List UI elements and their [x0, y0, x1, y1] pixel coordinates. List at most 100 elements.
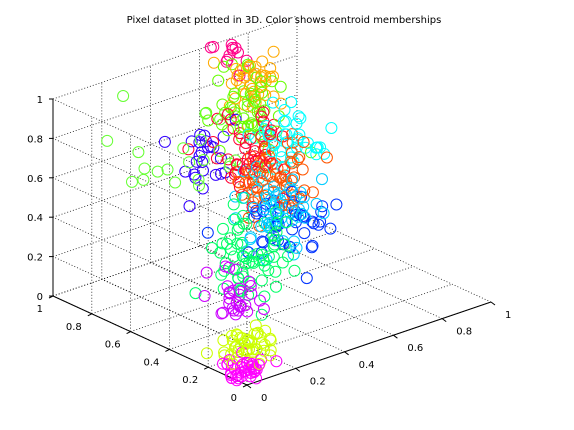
floor-grid-line [169, 266, 414, 350]
data-point [240, 217, 253, 230]
data-point [233, 127, 246, 140]
x-tick-mark [344, 351, 349, 356]
data-point [267, 96, 279, 109]
wall-grid-line [52, 173, 298, 257]
data-point [260, 219, 273, 232]
data-point [207, 40, 220, 53]
data-point [306, 186, 319, 199]
data-point [298, 227, 311, 240]
data-point [293, 151, 306, 164]
data-point [297, 210, 310, 222]
data-point [259, 89, 272, 101]
data-point [300, 272, 313, 285]
data-point [277, 115, 290, 128]
data-point [254, 294, 266, 307]
data-point [209, 168, 222, 181]
data-point [230, 328, 243, 341]
data-point [207, 56, 220, 69]
x-tick-label: 0 [261, 393, 267, 404]
data-point [236, 266, 249, 279]
data-point [307, 217, 320, 230]
data-point [255, 274, 268, 287]
data-point [249, 93, 262, 106]
data-point [282, 250, 294, 263]
data-point [267, 185, 280, 198]
y-tick-mark [242, 384, 248, 388]
data-point [270, 355, 283, 368]
data-point [227, 284, 240, 297]
ticks-layer: 00.20.40.60.8100.20.40.60.8100.20.40.60.… [27, 95, 511, 404]
data-point [286, 214, 299, 227]
data-point [267, 90, 280, 103]
data-point [207, 136, 220, 148]
data-point [229, 190, 242, 203]
data-point [255, 220, 268, 233]
data-point [227, 198, 240, 211]
floor-grid-line [91, 230, 336, 315]
data-point [292, 110, 305, 123]
data-point [324, 222, 337, 235]
data-point [296, 163, 309, 176]
data-point [258, 290, 271, 303]
data-point [299, 211, 312, 224]
data-point [270, 226, 283, 239]
y-tick-mark [203, 366, 209, 370]
data-point [267, 250, 280, 263]
wall-grid-line [52, 133, 298, 218]
y-tick-label: 0.2 [182, 375, 198, 386]
data-point [320, 151, 333, 164]
data-point [234, 77, 247, 90]
z-tick-label: 0.4 [27, 213, 43, 224]
data-point [288, 264, 301, 277]
data-point [325, 122, 338, 134]
data-point [266, 145, 278, 158]
data-point [194, 133, 207, 146]
data-point [280, 128, 293, 141]
data-point [183, 200, 196, 213]
data-point [214, 152, 227, 165]
data-point [182, 143, 195, 156]
data-point [268, 238, 281, 251]
data-point [293, 128, 306, 141]
x-tick-mark [490, 301, 496, 306]
data-point [195, 146, 208, 159]
data-point [257, 303, 270, 315]
data-point [232, 46, 244, 59]
data-point [265, 193, 277, 206]
data-point [248, 95, 261, 108]
data-point [255, 308, 268, 321]
data-point [225, 58, 238, 71]
data-point [227, 250, 240, 263]
data-point [137, 173, 150, 186]
data-point [264, 334, 277, 347]
data-point [310, 148, 323, 161]
data-point [310, 141, 323, 154]
data-point [252, 192, 265, 205]
floor-grid-line [101, 279, 296, 369]
data-point [297, 136, 310, 148]
data-point [291, 153, 304, 166]
data-point [267, 45, 280, 58]
data-point [217, 282, 230, 295]
data-point [314, 141, 327, 154]
y-tick-label: 0 [231, 393, 237, 404]
data-point [244, 231, 257, 244]
data-point [185, 135, 198, 148]
data-point [242, 119, 255, 132]
wall-grid-line [52, 55, 298, 139]
data-point [215, 167, 227, 180]
data-point [264, 170, 277, 183]
data-point [245, 90, 258, 102]
data-point [229, 110, 242, 123]
data-point [132, 146, 145, 159]
data-point [268, 233, 281, 246]
data-point [314, 215, 327, 228]
data-point [258, 344, 270, 357]
y-tick-mark [87, 313, 93, 317]
data-point [286, 173, 299, 186]
x-tick-mark [393, 334, 398, 339]
y-tick-label: 0.6 [105, 340, 121, 351]
x-axis-line [246, 301, 492, 386]
x-tick-label: 0.8 [456, 327, 472, 338]
x-tick-label: 0.6 [407, 343, 423, 354]
